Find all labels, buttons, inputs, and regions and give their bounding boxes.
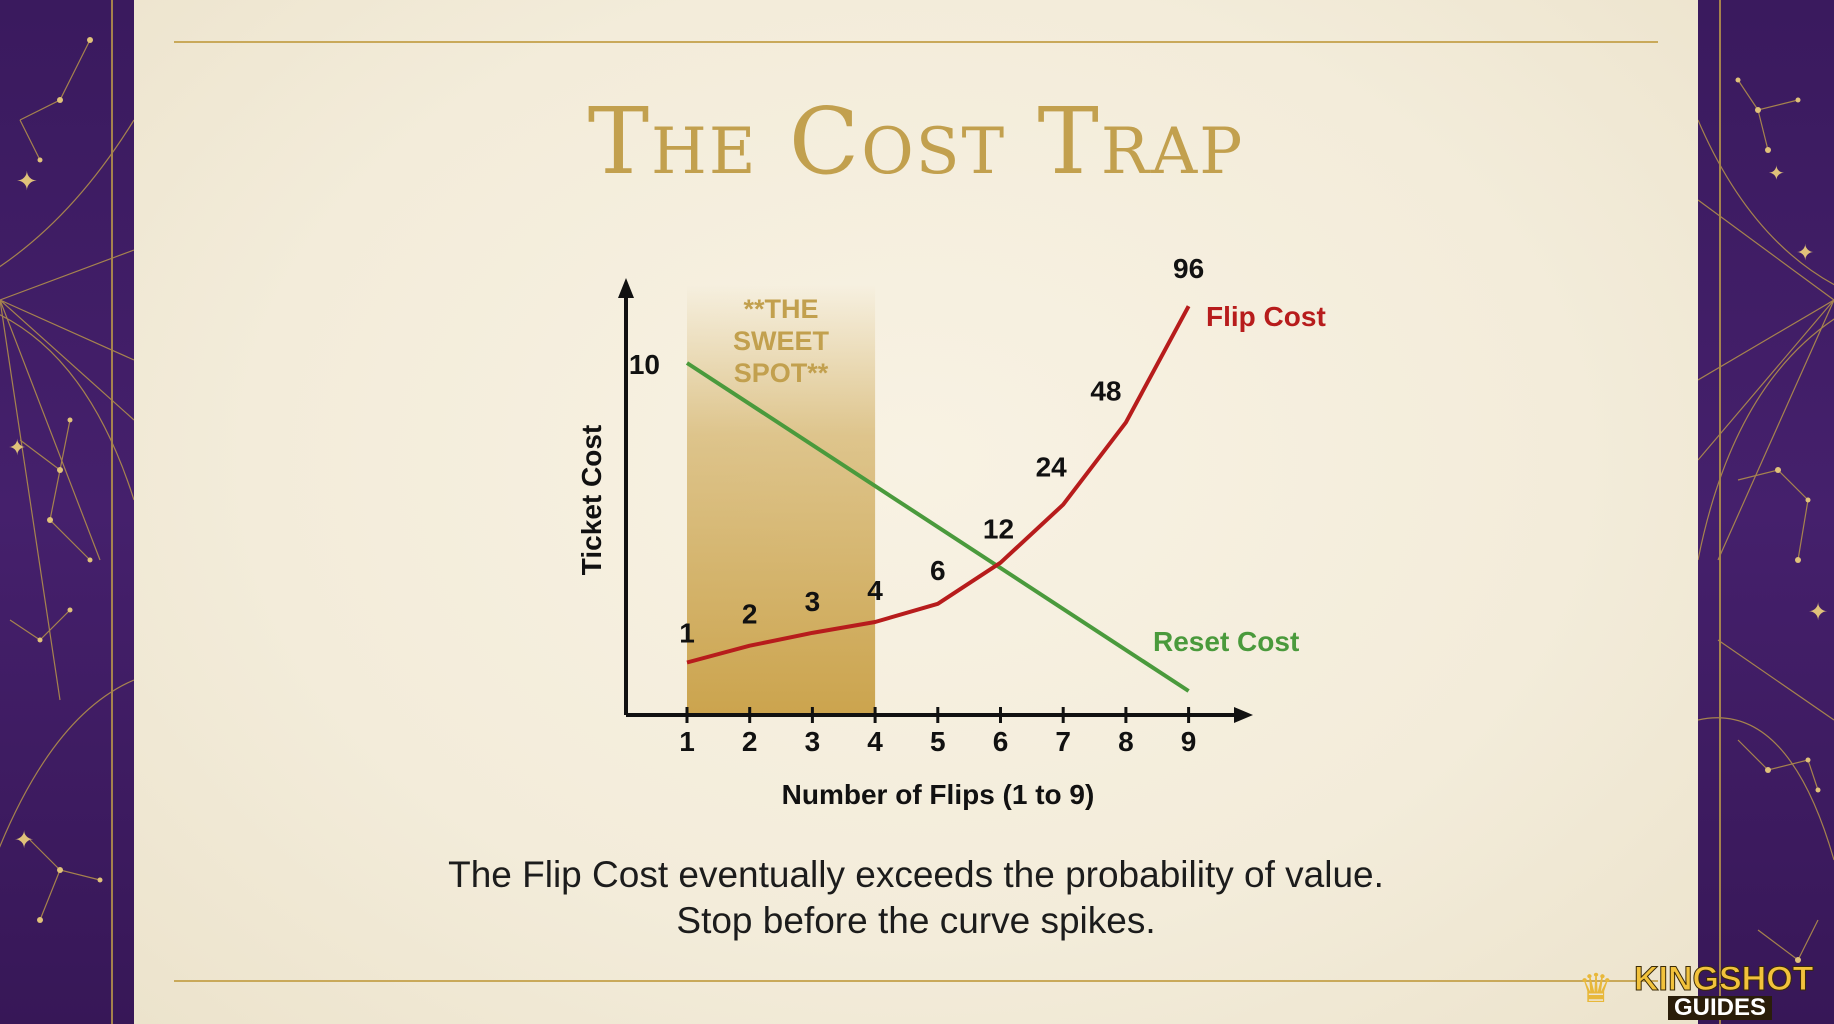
svg-text:✦: ✦	[16, 167, 38, 197]
reset-cost-series-label: Reset Cost	[1153, 626, 1299, 657]
x-tick-label: 4	[867, 726, 883, 757]
x-tick-label: 2	[742, 726, 758, 757]
logo-line-1: KINGSHOT	[1633, 960, 1814, 999]
x-tick-label: 1	[679, 726, 695, 757]
y-axis-arrow	[618, 278, 634, 298]
right-decorative-border: ✦ ✦ ✦	[1698, 0, 1834, 1024]
sweet-spot-label-word: **THE	[744, 294, 819, 324]
sweet-spot-label-word: SPOT**	[734, 358, 829, 388]
kingshot-guides-logo: ♛ KINGSHOT GUIDES	[1578, 958, 1814, 1020]
left-decorative-border: ✦ ✦ ✦	[0, 0, 134, 1024]
top-divider	[174, 41, 1658, 43]
y-axis-label: Ticket Cost	[576, 425, 607, 575]
x-axis-label: Number of Flips (1 to 9)	[782, 779, 1095, 810]
x-axis-arrow	[1234, 707, 1253, 723]
x-tick-label: 3	[805, 726, 821, 757]
flip-cost-value-label: 2	[742, 599, 758, 630]
logo-line-2: GUIDES	[1668, 996, 1773, 1020]
x-tick-label: 9	[1181, 726, 1197, 757]
sweet-spot-label-word: SWEET	[733, 326, 830, 356]
svg-text:✦: ✦	[1768, 161, 1785, 185]
x-tick-label: 8	[1118, 726, 1134, 757]
flip-cost-series-label: Flip Cost	[1206, 301, 1326, 332]
sweet-spot-band	[687, 285, 876, 715]
svg-text:✦: ✦	[14, 826, 34, 854]
constellation-decoration-left: ✦ ✦ ✦	[0, 0, 134, 1024]
caption-line-1: The Flip Cost eventually exceeds the pro…	[448, 854, 1384, 895]
caption: The Flip Cost eventually exceeds the pro…	[134, 852, 1698, 944]
svg-text:✦: ✦	[8, 436, 26, 461]
svg-text:✦: ✦	[1808, 598, 1828, 626]
caption-line-2: Stop before the curve spikes.	[676, 900, 1156, 941]
flip-cost-value-label: 48	[1090, 375, 1121, 406]
flip-cost-value-label: 3	[805, 586, 821, 617]
crown-icon: ♛	[1578, 966, 1614, 1012]
flip-cost-value-label: 1	[679, 618, 695, 649]
x-tick-label: 7	[1055, 726, 1071, 757]
flip-cost-value-label: 96	[1173, 253, 1204, 284]
bottom-divider	[174, 980, 1658, 982]
flip-cost-value-label: 12	[983, 514, 1014, 545]
svg-text:✦: ✦	[1796, 241, 1814, 266]
reset-cost-value-label: 10	[629, 349, 660, 380]
flip-cost-line	[686, 305, 1191, 665]
page-title: The Cost Trap	[587, 88, 1245, 195]
reset-cost-line	[685, 361, 1190, 693]
x-tick-label: 5	[930, 726, 946, 757]
x-tick-label: 6	[993, 726, 1009, 757]
constellation-decoration-right: ✦ ✦ ✦	[1698, 0, 1834, 1024]
flip-cost-value-label: 4	[867, 575, 883, 606]
flip-cost-value-label: 24	[1036, 452, 1068, 483]
flip-cost-value-label: 6	[930, 555, 946, 586]
